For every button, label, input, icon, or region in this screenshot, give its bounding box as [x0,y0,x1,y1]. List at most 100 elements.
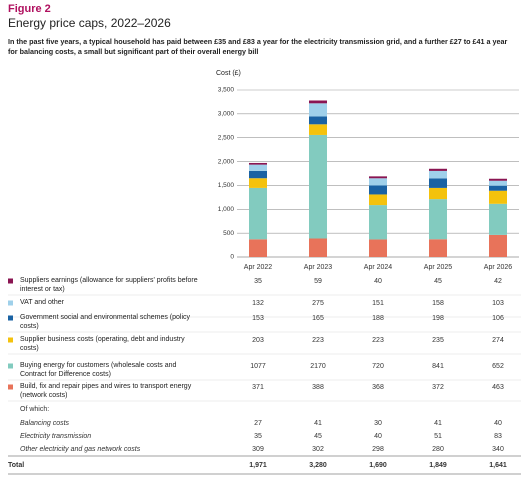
table-value: 83 [494,433,502,440]
bar-segment [249,170,267,179]
chart-title: Energy price caps, 2022–2026 [8,16,171,30]
y-tick-label: 1,500 [218,182,235,189]
table-value: 368 [372,384,384,391]
y-tick-label: 3,500 [218,87,235,94]
table-value: 151 [372,300,384,307]
total-value: 3,280 [309,462,327,469]
bar-segment [369,185,387,195]
bar-segment [369,178,387,186]
bar-segment [429,168,447,171]
x-tick-label: Apr 2026 [484,264,513,271]
y-tick-label: 1,000 [218,206,235,213]
bar-segment [489,178,507,181]
table-value: 280 [432,446,444,453]
table-value: 340 [492,446,504,453]
table-value: 309 [252,446,264,453]
table-value: 298 [372,446,384,453]
bar-segment [309,134,327,239]
total-value: 1,641 [489,462,507,469]
table-value: 2170 [310,363,326,370]
table-value: 40 [494,420,502,427]
bar-segment [249,178,267,188]
x-tick-label: Apr 2024 [364,264,393,271]
table-value: 198 [432,315,444,322]
legend-swatch [8,278,13,284]
figure-label: Figure 2 [8,3,51,15]
table-value: 40 [374,278,382,285]
total-value: 1,971 [249,462,267,469]
table-value: 51 [434,433,442,440]
table-value: 30 [374,420,382,427]
table-value: 1077 [250,363,266,370]
sub-row-label: Other electricity and gas network costs [20,446,141,453]
table-value: 235 [432,337,444,344]
table-value: 40 [374,433,382,440]
bar-segment [429,239,447,257]
sub-row-label: Electricity transmission [20,433,91,440]
y-tick-label: 500 [223,230,234,237]
table-value: 45 [434,278,442,285]
bar-segment [249,162,267,165]
table-value: 45 [314,433,322,440]
legend-label: Buying energy for customers (wholesale c… [20,362,177,378]
y-tick-label: 2,000 [218,158,235,165]
legend-swatch [8,337,13,343]
bar-segment [309,100,327,104]
table-value: 153 [252,315,264,322]
table-value: 371 [252,384,264,391]
bar-segment [489,190,507,204]
bar-segment [489,234,507,257]
table-value: 188 [372,315,384,322]
bar-segment [249,239,267,257]
bar-segment [249,164,267,171]
legend-label: Suppliers earnings (allowance for suppli… [20,277,198,293]
table-value: 720 [372,363,384,370]
table-value: 388 [312,384,324,391]
of-which-label: Of which: [20,406,49,413]
bar-segment [309,238,327,257]
bar-segment [369,194,387,206]
table-value: 372 [432,384,444,391]
x-tick-label: Apr 2025 [424,264,453,271]
table-value: 42 [494,278,502,285]
legend-swatch [8,315,13,321]
bar-segment [369,205,387,240]
bar-segment [369,239,387,257]
x-tick-label: Apr 2022 [244,264,273,271]
bar-segment [309,124,327,135]
table-value: 132 [252,300,264,307]
bar-segment [429,178,447,188]
legend-label: Build, fix and repair pipes and wires to… [20,383,192,399]
table-value: 223 [312,337,324,344]
bar-segment [369,176,387,179]
total-value: 1,690 [369,462,387,469]
table-value: 103 [492,300,504,307]
sub-row-label: Balancing costs [20,420,70,427]
table-value: 27 [254,420,262,427]
y-axis-label: Cost (£) [216,70,241,77]
bar-segment [429,199,447,240]
bar-segment [309,116,327,125]
table-value: 106 [492,315,504,322]
table-value: 223 [372,337,384,344]
legend-swatch [8,363,13,369]
subtitle: In the past five years, a typical househ… [8,37,508,56]
bar-segment [249,187,267,240]
table-value: 302 [312,446,324,453]
legend-label: VAT and other [20,299,64,306]
table-value: 41 [314,420,322,427]
bar-segment [489,203,507,235]
table-value: 652 [492,363,504,370]
y-tick-label: 0 [230,254,234,261]
table-value: 463 [492,384,504,391]
table-value: 35 [254,433,262,440]
total-value: 1,849 [429,462,447,469]
table-value: 41 [434,420,442,427]
bar-segment [309,103,327,117]
legend-label: Supplier business costs (operating, debt… [20,336,185,352]
table-value: 35 [254,278,262,285]
bar-segment [429,187,447,200]
table-value: 274 [492,337,504,344]
table-value: 841 [432,363,444,370]
